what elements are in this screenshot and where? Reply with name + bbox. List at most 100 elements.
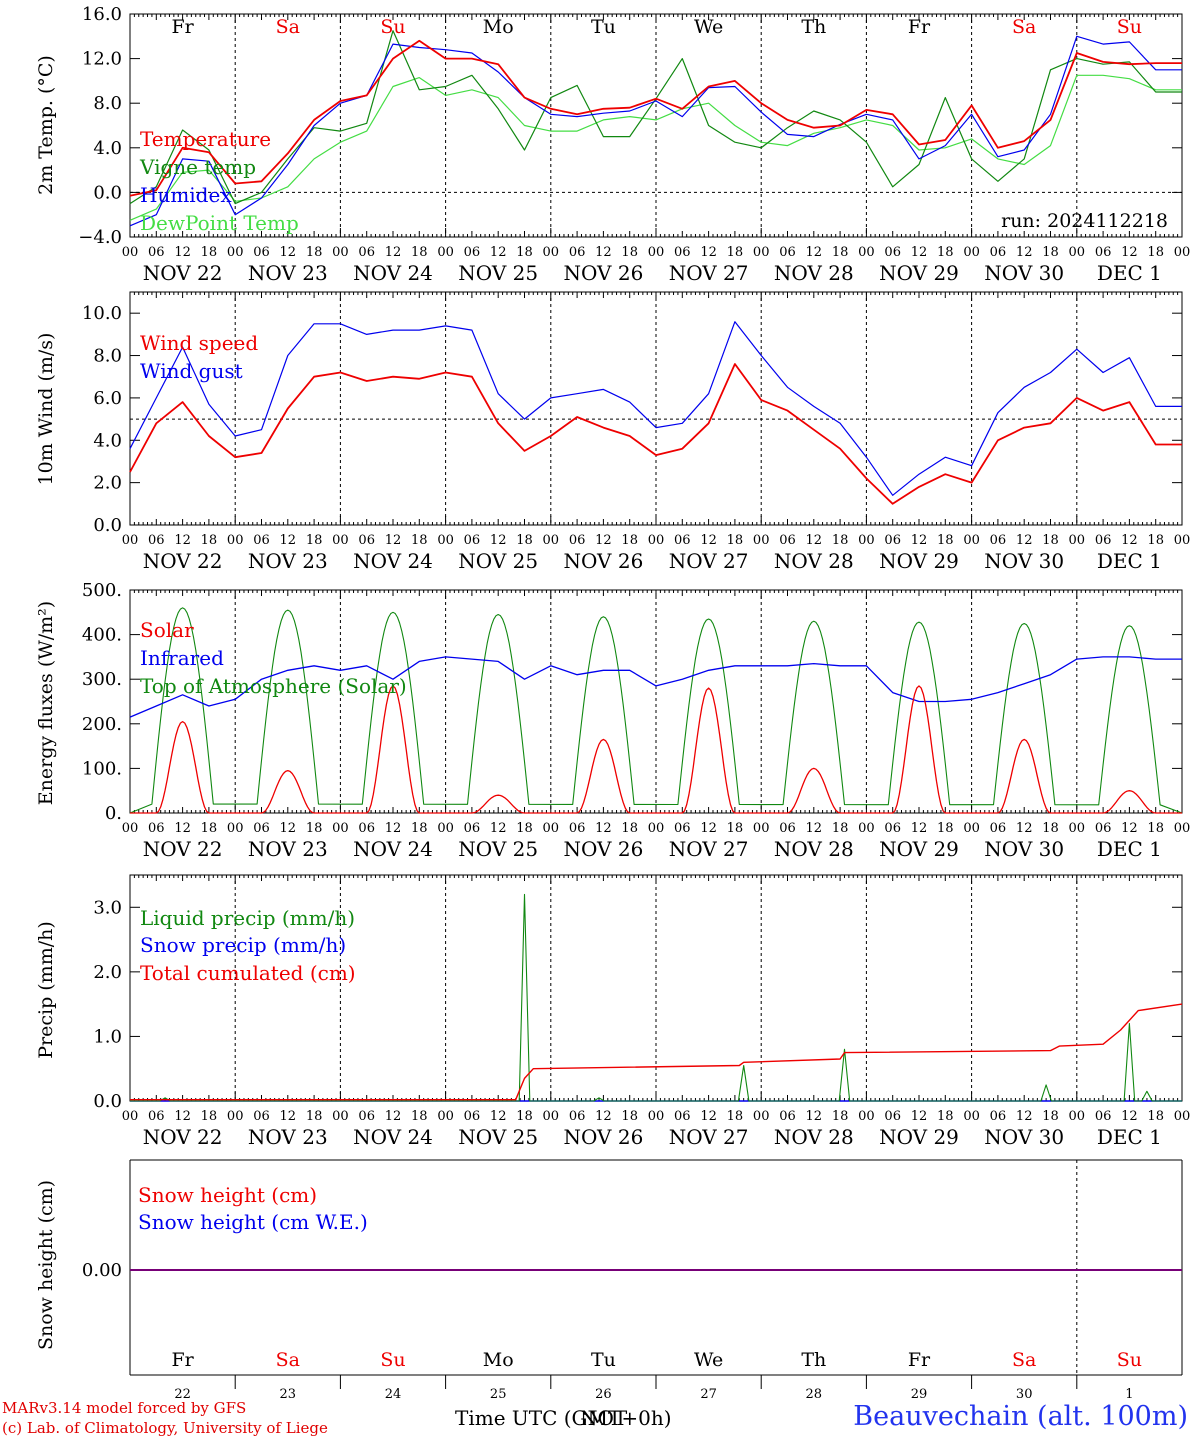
credit-line-1: MARv3.14 model forced by GFS <box>2 1399 247 1417</box>
x-hour-tick-label: 00 <box>437 245 454 260</box>
x-hour-tick-label: 18 <box>832 1109 849 1124</box>
y-tick-label: 8.0 <box>93 93 122 114</box>
x-hour-tick-label: 18 <box>1042 533 1059 548</box>
x-hour-tick-label: 06 <box>779 1109 796 1124</box>
x-hour-tick-label: 06 <box>674 1109 691 1124</box>
x-hour-tick-label: 00 <box>543 533 560 548</box>
x-hour-tick-label: 12 <box>806 821 823 836</box>
y-tick-label: 4.0 <box>93 138 122 159</box>
y-tick-label: 100. <box>82 758 122 779</box>
x-hour-tick-label: 00 <box>437 533 454 548</box>
x-hour-tick-label: 12 <box>174 245 191 260</box>
x-hour-tick-label: 00 <box>963 821 980 836</box>
x-hour-tick-label: 12 <box>280 533 297 548</box>
x-hour-tick-label: 00 <box>963 533 980 548</box>
y-tick-label: 0. <box>105 803 122 824</box>
x-hour-tick-label: 18 <box>516 245 533 260</box>
x-hour-tick-label: 18 <box>516 821 533 836</box>
series-line <box>130 685 1182 814</box>
x-hour-tick-label: 12 <box>595 245 612 260</box>
x-hour-tick-label: 00 <box>332 821 349 836</box>
y-axis-label: 2m Temp. (°C) <box>35 55 57 195</box>
weekday-label: Sa <box>276 16 300 38</box>
x-hour-tick-label: 12 <box>280 821 297 836</box>
x-hour-tick-label: 18 <box>411 245 428 260</box>
x-hour-tick-label: 06 <box>148 533 165 548</box>
x-hour-tick-label: 18 <box>937 533 954 548</box>
x-hour-tick-label: 00 <box>227 821 244 836</box>
x-hour-tick-label: 00 <box>1069 533 1086 548</box>
x-date-label: DEC 1 <box>1097 549 1162 573</box>
x-hour-tick-label: 00 <box>332 533 349 548</box>
legend-entry: Wind speed <box>140 331 258 355</box>
x-date-label: NOV 25 <box>458 549 538 573</box>
x-hour-tick-label: 00 <box>963 1109 980 1124</box>
x-date-label: NOV 30 <box>984 549 1064 573</box>
legend-entry: DewPoint Temp <box>140 211 299 235</box>
weekday-label: Su <box>1117 1349 1142 1371</box>
x-hour-tick-label: 18 <box>201 1109 218 1124</box>
x-hour-tick-label: 06 <box>569 821 586 836</box>
legend-entry: Top of Atmosphere (Solar) <box>140 674 407 698</box>
x-hour-tick-label: 06 <box>884 533 901 548</box>
y-tick-label: 3.0 <box>93 897 122 918</box>
weekday-label: We <box>694 1349 723 1371</box>
x-hour-tick-label: 00 <box>122 533 139 548</box>
x-hour-tick-label: 18 <box>1147 1109 1164 1124</box>
x-hour-tick-label: 18 <box>516 533 533 548</box>
y-tick-label: 200. <box>82 714 122 735</box>
y-tick-label: 0.00 <box>82 1260 122 1281</box>
x-hour-tick-label: 00 <box>332 1109 349 1124</box>
x-date-label: NOV 23 <box>248 549 328 573</box>
x-hour-tick-label: 18 <box>411 1109 428 1124</box>
series-line <box>129 39 1182 197</box>
legend-entry: Liquid precip (mm/h) <box>140 906 355 930</box>
x-hour-tick-label: 00 <box>648 245 665 260</box>
x-hour-tick-label: 06 <box>358 1109 375 1124</box>
x-hour-tick-label: 00 <box>437 821 454 836</box>
x-hour-tick-label: 00 <box>1069 821 1086 836</box>
x-hour-tick-label: 12 <box>911 245 928 260</box>
x-hour-tick-label: 06 <box>358 245 375 260</box>
x-date-label: NOV 25 <box>458 261 538 285</box>
x-hour-tick-label: 00 <box>122 1109 139 1124</box>
legend-entry: Wind gust <box>140 359 243 383</box>
series-line <box>129 35 1182 227</box>
x-hour-tick-label: 00 <box>1174 821 1191 836</box>
y-axis-label: 10m Wind (m/s) <box>35 333 57 486</box>
x-hour-tick-label: 18 <box>621 533 638 548</box>
x-hour-tick-label: 18 <box>201 245 218 260</box>
weekday-label: Th <box>801 16 826 38</box>
x-hour-tick-label: 06 <box>253 245 270 260</box>
credit-line-2: (c) Lab. of Climatology, University of L… <box>2 1419 328 1437</box>
x-hour-tick-label: 00 <box>858 533 875 548</box>
x-hour-tick-label: 06 <box>779 533 796 548</box>
x-date-label: NOV 24 <box>353 549 433 573</box>
x-hour-tick-label: 18 <box>306 1109 323 1124</box>
x-date-label: NOV 23 <box>248 261 328 285</box>
x-hour-tick-label: 00 <box>227 533 244 548</box>
x-hour-tick-label: 18 <box>727 821 744 836</box>
x-hour-tick-label: 06 <box>148 1109 165 1124</box>
weekday-label: Tu <box>591 16 616 38</box>
y-tick-label: 300. <box>82 669 122 690</box>
x-hour-tick-label: 18 <box>727 533 744 548</box>
y-axis-label: Energy fluxes (W/m²) <box>35 601 57 805</box>
x-hour-tick-label: 06 <box>358 821 375 836</box>
x-hour-tick-label: 06 <box>990 245 1007 260</box>
x-date-label: NOV 30 <box>984 837 1064 861</box>
y-tick-label: 6.0 <box>93 388 122 409</box>
x-hour-tick-label: 18 <box>306 245 323 260</box>
day-number-label: 29 <box>911 1387 928 1402</box>
legend-entry: Snow precip (mm/h) <box>140 933 346 957</box>
x-hour-tick-label: 12 <box>280 1109 297 1124</box>
x-date-label: NOV 29 <box>879 837 959 861</box>
x-hour-tick-label: 00 <box>858 1109 875 1124</box>
station-label: Beauvechain (alt. 100m) <box>853 1401 1188 1432</box>
x-hour-tick-label: 12 <box>174 1109 191 1124</box>
x-hour-tick-label: 00 <box>332 245 349 260</box>
x-hour-tick-label: 12 <box>280 245 297 260</box>
x-hour-tick-label: 00 <box>963 245 980 260</box>
x-hour-tick-label: 06 <box>779 821 796 836</box>
x-hour-tick-label: 18 <box>727 245 744 260</box>
